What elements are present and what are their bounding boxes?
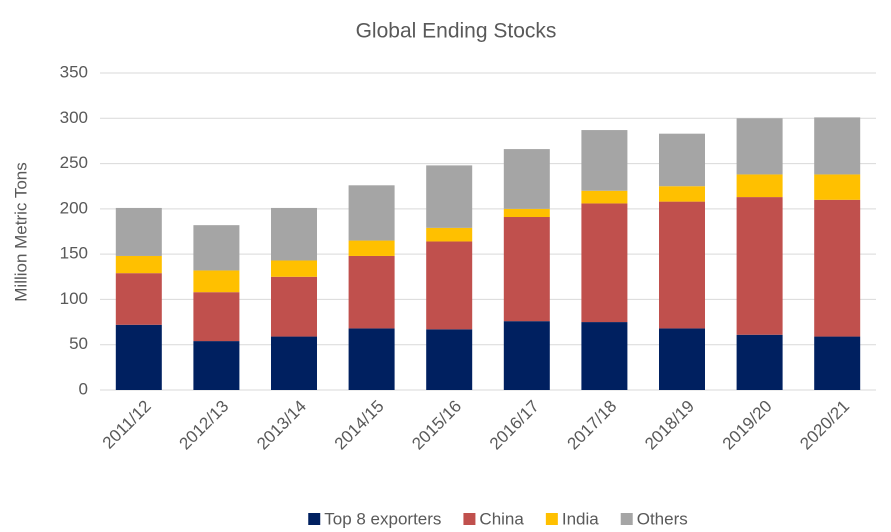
bar-segment: [736, 197, 783, 335]
y-tick-label: 300: [60, 108, 88, 127]
legend-swatch: [308, 513, 321, 525]
bar-segment: [115, 324, 162, 390]
bar-segment: [348, 328, 395, 390]
y-tick-label: 0: [79, 379, 88, 398]
bar-segment: [271, 336, 317, 390]
bar-segment: [659, 328, 705, 390]
bar-segment: [736, 118, 783, 175]
x-tick-label: 2011/12: [99, 397, 155, 453]
x-tick-label: 2014/15: [331, 397, 388, 454]
bar-segment: [814, 117, 861, 175]
bar-segment: [814, 199, 861, 337]
bar-segment: [348, 240, 395, 256]
bar-segment: [115, 207, 162, 256]
legend-swatch: [463, 513, 476, 525]
x-tick-label: 2020/21: [796, 397, 853, 454]
x-tick-label: 2019/20: [719, 397, 776, 454]
x-tick-label: 2013/14: [253, 397, 310, 454]
bar-segment: [814, 174, 861, 200]
bar-segment: [503, 208, 550, 218]
bar-segment: [426, 329, 473, 390]
y-tick-label: 250: [60, 153, 88, 172]
bar-segment: [736, 174, 783, 198]
bar-segment: [736, 334, 783, 390]
x-tick-label: 2018/19: [641, 397, 698, 454]
bar-segment: [193, 270, 240, 293]
bar-segment: [348, 255, 395, 329]
bar-segment: [581, 130, 628, 191]
bar-segment: [659, 186, 705, 202]
x-tick-label: 2016/17: [486, 397, 543, 454]
bar-segment: [348, 185, 395, 241]
bar-segment: [115, 255, 162, 274]
legend-label: Others: [637, 509, 688, 528]
x-tick-label: 2017/18: [564, 397, 621, 454]
legend-swatch: [620, 513, 633, 525]
bar-segment: [659, 201, 705, 329]
bar-segment: [193, 292, 240, 342]
y-axis-label: Million Metric Tons: [11, 162, 30, 302]
bar-segment: [115, 273, 162, 325]
y-tick-label: 100: [60, 289, 88, 308]
bar-segment: [193, 225, 240, 271]
y-tick-label: 350: [60, 62, 88, 81]
bar-segment: [503, 217, 550, 322]
legend-label: China: [479, 509, 524, 528]
legend-label: India: [562, 509, 599, 528]
bar-segment: [193, 341, 240, 390]
chart-title: Global Ending Stocks: [356, 20, 557, 43]
y-tick-label: 150: [60, 244, 88, 263]
bar-segment: [271, 207, 317, 261]
bar-segment: [271, 276, 317, 337]
bar-segment: [581, 322, 628, 390]
bar-segment: [426, 165, 473, 228]
x-tick-label: 2012/13: [176, 397, 233, 454]
x-tick-label: 2015/16: [408, 397, 465, 454]
y-tick-label: 50: [69, 334, 88, 353]
bar-segment: [271, 260, 317, 277]
legend-label: Top 8 exporters: [324, 509, 441, 528]
bar-segment: [503, 321, 550, 390]
legend-swatch: [545, 513, 558, 525]
bar-segment: [426, 241, 473, 330]
bar-segment: [581, 190, 628, 204]
bar-segment: [426, 227, 473, 242]
bar-segment: [581, 203, 628, 323]
bar-segment: [659, 133, 705, 187]
bar-segment: [814, 336, 861, 390]
bar-segment: [503, 149, 550, 209]
y-tick-label: 200: [60, 198, 88, 217]
